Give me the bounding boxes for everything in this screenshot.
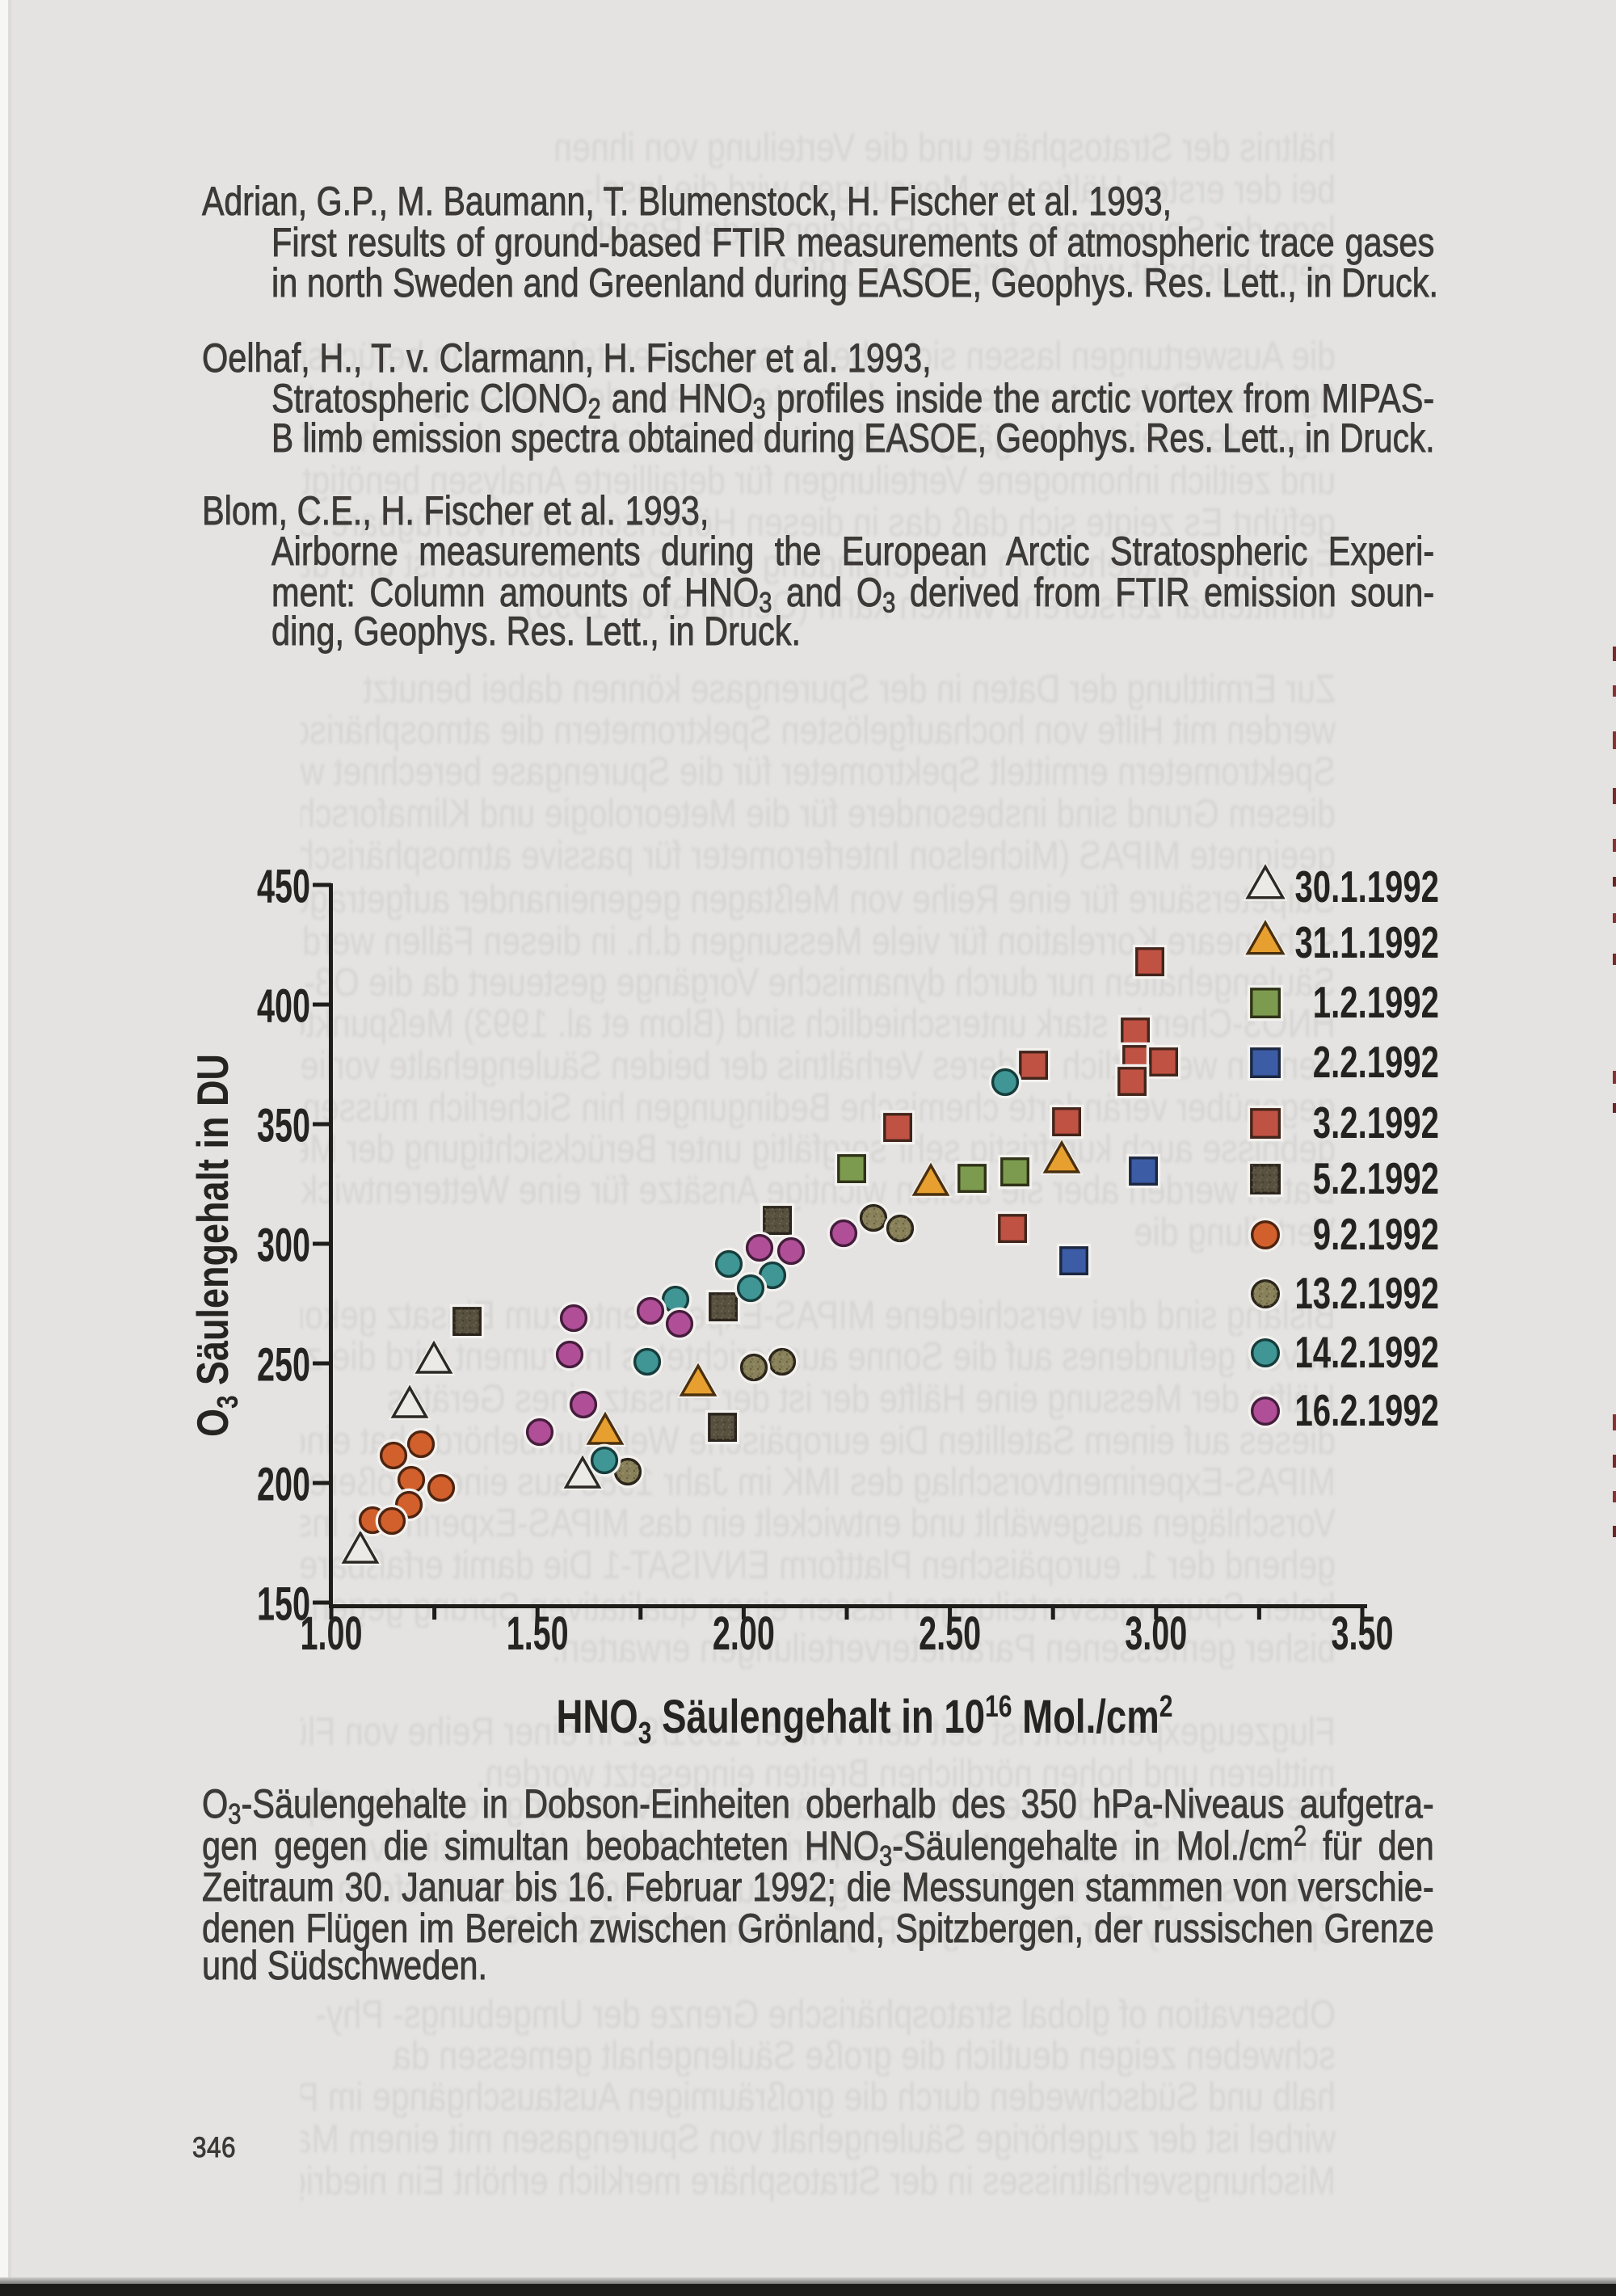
svg-text:200: 200	[257, 1458, 310, 1510]
svg-text:300: 300	[257, 1219, 310, 1271]
svg-text:150: 150	[257, 1578, 310, 1630]
svg-text:31.1.1992: 31.1.1992	[1295, 918, 1439, 968]
svg-text:450: 450	[257, 860, 310, 912]
svg-text:16.2.1992: 16.2.1992	[1295, 1386, 1439, 1436]
svg-text:O3 Säulengehalt in DU: O3 Säulengehalt in DU	[188, 1054, 245, 1437]
svg-text:9.2.1992: 9.2.1992	[1313, 1210, 1439, 1260]
svg-text:1.00: 1.00	[301, 1607, 363, 1659]
svg-text:3.2.1992: 3.2.1992	[1313, 1098, 1439, 1148]
svg-text:400: 400	[257, 979, 310, 1032]
svg-text:3.50: 3.50	[1332, 1607, 1394, 1659]
svg-text:1.2.1992: 1.2.1992	[1313, 978, 1439, 1028]
svg-text:13.2.1992: 13.2.1992	[1295, 1269, 1439, 1319]
svg-text:2.2.1992: 2.2.1992	[1313, 1038, 1439, 1088]
svg-text:14.2.1992: 14.2.1992	[1295, 1328, 1439, 1378]
svg-text:HNO3 Säulengehalt in 1016 Mol.: HNO3 Säulengehalt in 1016 Mol./cm2	[557, 1690, 1173, 1750]
svg-text:2.50: 2.50	[919, 1607, 981, 1659]
svg-text:250: 250	[257, 1338, 310, 1391]
svg-text:3.00: 3.00	[1125, 1607, 1187, 1659]
svg-text:30.1.1992: 30.1.1992	[1295, 862, 1439, 912]
svg-text:1.50: 1.50	[507, 1607, 569, 1659]
svg-text:5.2.1992: 5.2.1992	[1313, 1154, 1439, 1204]
svg-text:350: 350	[257, 1099, 310, 1152]
svg-text:2.00: 2.00	[713, 1607, 775, 1659]
